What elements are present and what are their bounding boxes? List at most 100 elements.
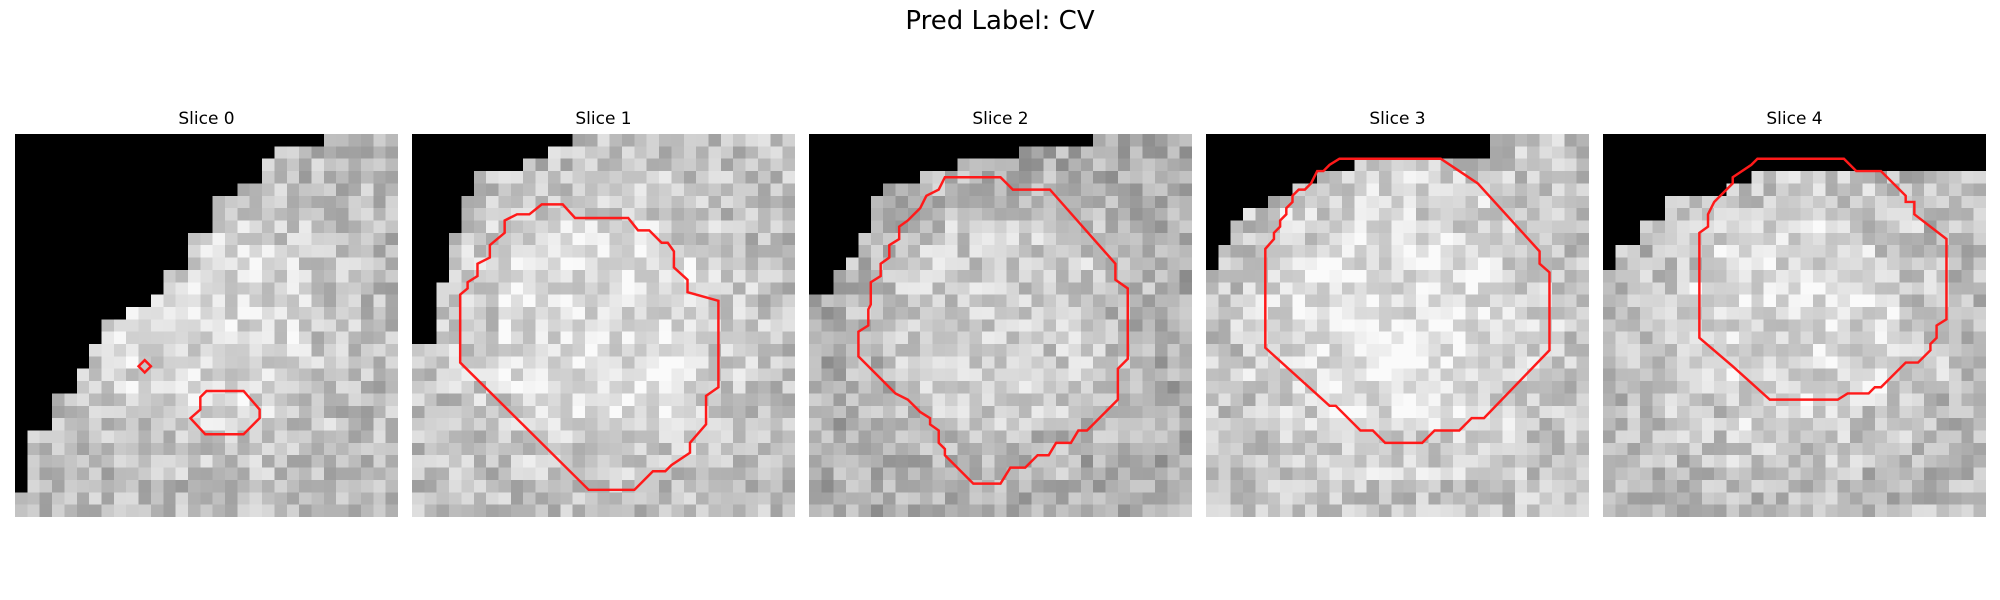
pixel — [126, 418, 139, 431]
pixel — [981, 479, 995, 493]
pixel — [237, 195, 250, 209]
pixel — [1899, 232, 1912, 246]
pixel — [1167, 492, 1180, 505]
pixel — [1031, 356, 1044, 369]
pixel — [597, 356, 610, 369]
pixel — [1551, 381, 1565, 394]
pixel — [1428, 171, 1441, 184]
pixel — [1341, 381, 1355, 394]
pixel — [1576, 257, 1589, 270]
pixel — [510, 381, 524, 394]
pixel — [212, 479, 226, 493]
pixel — [1031, 455, 1044, 468]
pixel — [1453, 344, 1466, 357]
pixel — [584, 356, 598, 369]
pixel — [1440, 306, 1454, 320]
pixel — [1453, 356, 1466, 369]
pixel — [1726, 393, 1739, 406]
pixel — [671, 220, 684, 233]
pixel — [1837, 455, 1851, 468]
pixel — [249, 504, 263, 517]
pixel — [311, 430, 324, 443]
pixel — [1677, 405, 1690, 419]
pixel — [646, 183, 660, 196]
pixel — [1502, 294, 1515, 307]
pixel — [846, 344, 859, 357]
pixel — [907, 381, 921, 394]
pixel — [1292, 381, 1305, 394]
pixel — [708, 467, 721, 480]
pixel — [932, 492, 945, 505]
pixel — [560, 306, 573, 320]
pixel — [1428, 282, 1441, 295]
pixel — [299, 171, 312, 184]
pixel — [1527, 134, 1540, 147]
pixel — [1564, 158, 1577, 172]
pixel — [1341, 269, 1355, 283]
pixel — [311, 245, 324, 258]
pixel — [1154, 282, 1168, 295]
pixel — [1775, 269, 1789, 283]
pixel — [1813, 492, 1826, 505]
pixel — [745, 381, 758, 394]
pixel — [262, 306, 275, 320]
pixel — [1899, 442, 1912, 456]
pixel — [237, 418, 250, 431]
pixel — [1117, 171, 1131, 184]
pixel — [560, 245, 573, 258]
pixel — [1924, 269, 1937, 283]
pixel — [1154, 195, 1168, 209]
pixel — [1105, 331, 1118, 345]
pixel — [1726, 232, 1739, 246]
pixel — [1973, 368, 1986, 382]
pixel — [1416, 368, 1429, 382]
pixel — [1292, 344, 1305, 357]
pixel — [547, 442, 561, 456]
pixel — [1788, 467, 1801, 480]
pixel — [1267, 418, 1281, 431]
pixel — [1576, 306, 1589, 320]
pixel — [299, 430, 312, 443]
pixel — [1576, 455, 1589, 468]
pixel — [1105, 319, 1118, 332]
pixel — [1514, 319, 1528, 332]
pixel — [1490, 442, 1503, 456]
slice-image-4 — [1603, 134, 1986, 517]
pixel — [1292, 257, 1305, 270]
pixel — [336, 418, 349, 431]
pixel — [323, 134, 337, 147]
pixel — [696, 331, 709, 345]
pixel — [1936, 442, 1949, 456]
pixel — [994, 319, 1007, 332]
pixel — [225, 418, 238, 431]
pixel — [473, 171, 487, 184]
pixel — [584, 183, 598, 196]
pixel — [1006, 158, 1020, 172]
pixel — [286, 393, 300, 406]
pixel — [311, 393, 324, 406]
pixel — [1341, 183, 1355, 196]
pixel — [535, 158, 548, 172]
pixel — [1751, 393, 1764, 406]
pixel — [1465, 381, 1478, 394]
pixel — [720, 418, 734, 431]
pixel — [1664, 306, 1678, 320]
pixel — [225, 306, 238, 320]
pixel — [373, 405, 386, 419]
pixel — [696, 134, 709, 147]
pixel — [200, 232, 213, 246]
pixel — [1948, 319, 1962, 332]
pixel — [1862, 442, 1875, 456]
pixel — [1714, 257, 1727, 270]
pixel — [1317, 430, 1330, 443]
pixel — [1714, 331, 1727, 345]
pixel — [1490, 492, 1503, 505]
pixel — [720, 294, 734, 307]
pixel — [1080, 405, 1094, 419]
pixel — [1031, 146, 1044, 159]
pixel — [311, 356, 324, 369]
pixel — [696, 306, 709, 320]
pixel — [1068, 171, 1081, 184]
pixel — [1117, 183, 1131, 196]
pixel — [348, 158, 361, 172]
